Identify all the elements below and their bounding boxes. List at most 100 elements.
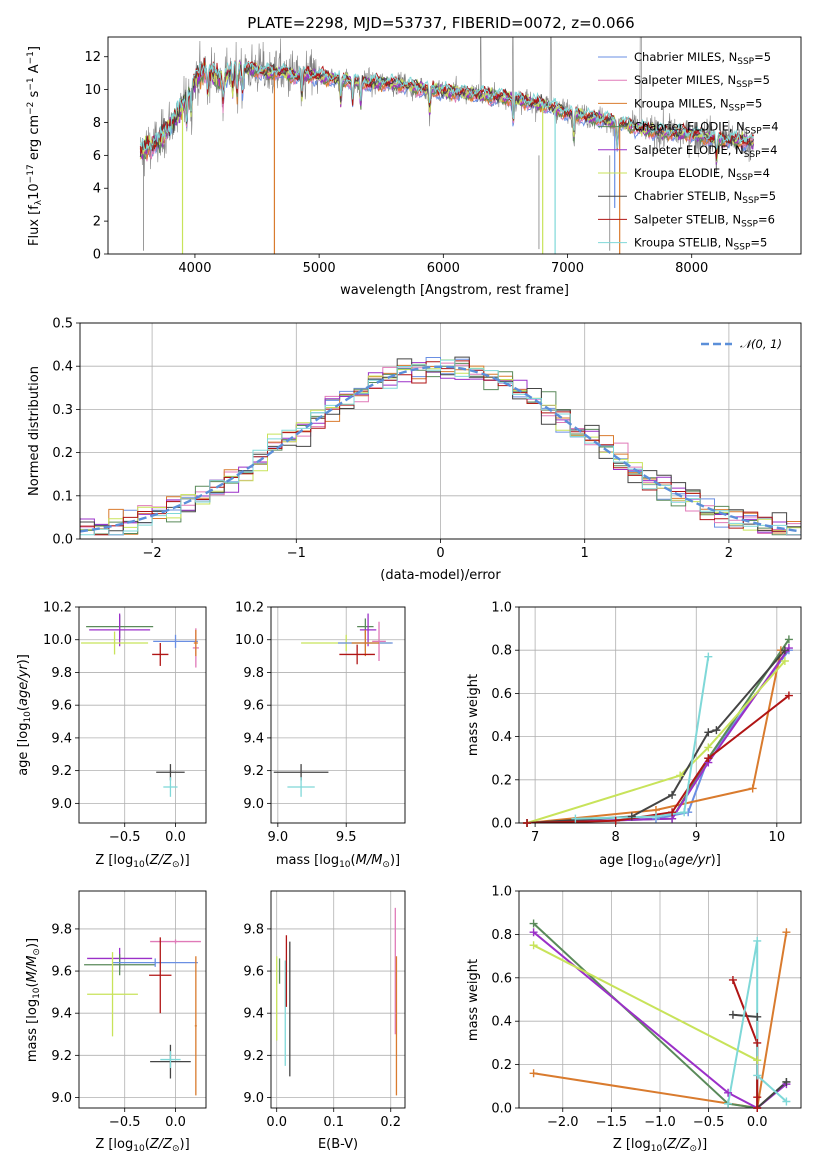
legend-label-kroupa_elodie: Kroupa ELODIE, NSSP=4	[634, 166, 770, 183]
x-tick-label: −0.5	[109, 830, 141, 845]
y-tick-label: 0.2	[491, 773, 512, 788]
y-tick-label: 2	[93, 215, 101, 230]
y-tick-label: 9.2	[243, 764, 264, 779]
y-tick-label: 9.2	[51, 764, 72, 779]
x-tick-label: 7000	[551, 261, 584, 276]
x-tick-label: 8000	[675, 261, 708, 276]
weight-marker-salpeter_stelib	[753, 1038, 762, 1047]
y-tick-label: 10.0	[43, 633, 72, 648]
x-tick-label: −0.5	[693, 1115, 725, 1130]
grid	[271, 891, 405, 1108]
legend-label-salpeter_miles: Salpeter MILES, NSSP=5	[634, 73, 770, 90]
x-axis-label: Z [log10(Z/Z⊙)]	[95, 1137, 189, 1154]
y-tick-label: 9.6	[51, 965, 72, 980]
y-tick-label: 10.2	[43, 601, 72, 616]
y-tick-label: 0.0	[52, 533, 73, 548]
weight-marker-chabrier_elodie	[784, 635, 793, 644]
axes-frame	[270, 890, 406, 1109]
weight-marker-chabrier_stelib	[728, 1010, 737, 1019]
x-axis-label: wavelength [Angstrom, rest frame]	[340, 283, 569, 298]
x-tick-label: 0.2	[380, 1115, 401, 1130]
grid	[80, 322, 801, 540]
y-axis-label: Normed distribution	[27, 366, 42, 496]
x-tick-label: 7	[531, 830, 539, 845]
weight-line-kroupa_stelib	[727, 940, 788, 1104]
x-tick-label: 5000	[303, 261, 336, 276]
weight-line-salpeter_elodie	[527, 647, 790, 823]
y-tick-label: 0.0	[491, 1102, 512, 1117]
axes-frame	[79, 322, 802, 540]
legend-label-chabrier_elodie: Chabrier ELODIE, NSSP=4	[634, 120, 779, 137]
x-tick-label: −0.5	[109, 1115, 141, 1130]
weight-marker-kroupa_stelib	[753, 1071, 762, 1080]
y-tick-label: 0.1	[52, 489, 73, 504]
legend-label-kroupa_stelib: Kroupa STELIB, NSSP=5	[634, 236, 767, 253]
y-tick-label: 9.6	[51, 699, 72, 714]
y-axis-label: age [log10(age/yr)]	[16, 654, 33, 776]
y-tick-label: 9.0	[243, 797, 264, 812]
axes-5: 7 8 9 10 0.0 0.2 0.4 0.6 0.8 1.0 age [log10(age/yr…	[466, 601, 802, 870]
x-tick-label: 0.0	[165, 1115, 186, 1130]
weight-marker-salpeter_elodie	[784, 644, 793, 653]
y-tick-label: 9.8	[243, 666, 264, 681]
axes-frame	[518, 606, 802, 824]
weight-marker-salpeter_stelib	[704, 754, 713, 763]
y-tick-label: 0.5	[52, 317, 73, 332]
weight-marker-kroupa_elodie	[676, 771, 685, 780]
y-tick-label: 10.0	[235, 633, 264, 648]
weight-marker-chabrier_stelib	[753, 1012, 762, 1021]
y-tick-label: 0	[93, 248, 101, 263]
weight-marker-chabrier_stelib	[780, 646, 789, 655]
x-tick-label: 9.5	[336, 830, 357, 845]
grid	[79, 891, 206, 1108]
y-axis-label: mass weight	[466, 674, 481, 756]
weight-marker-kroupa_miles	[782, 928, 791, 937]
weight-marker-chabrier_stelib	[668, 790, 677, 799]
x-tick-label: −1.0	[644, 1115, 676, 1130]
weight-line-chabrier_elodie	[527, 638, 790, 823]
grid	[519, 606, 801, 824]
figure-title: PLATE=2298, MJD=53737, FIBERID=0072, z=0…	[247, 14, 634, 32]
weight-marker-salpeter_stelib	[753, 1093, 762, 1102]
x-tick-label: −1	[287, 546, 306, 561]
x-axis-label: Z [log10(Z/Z⊙)]	[613, 1137, 707, 1154]
y-tick-label: 9.6	[243, 699, 264, 714]
plot-area	[532, 922, 788, 1108]
axes-frame	[518, 890, 802, 1109]
weight-marker-kroupa_elodie	[753, 1056, 762, 1065]
weight-marker-chabrier_stelib	[627, 812, 636, 821]
y-tick-label: 1.0	[491, 885, 512, 900]
y-tick-label: 9.4	[51, 731, 72, 746]
model-line-salpeter_miles	[139, 63, 755, 162]
y-tick-label: 12	[84, 50, 101, 65]
weight-marker-kroupa_stelib	[571, 814, 580, 823]
y-axis-label: Flux [fλ10−17 erg cm−2 s−1 A−1]	[26, 46, 44, 246]
x-tick-label: 8	[612, 830, 620, 845]
y-tick-label: 9.4	[243, 1007, 264, 1022]
axes-frame	[78, 890, 207, 1109]
legend-label-kroupa_miles: Kroupa MILES, NSSP=5	[634, 96, 762, 113]
y-tick-label: 9.6	[243, 965, 264, 980]
axes-frame	[78, 606, 207, 824]
y-tick-label: 8	[93, 116, 101, 131]
x-tick-label: 4000	[178, 261, 211, 276]
axes-7: 0.0 0.1 0.2 9.0 9.2 9.4 9.6 9.8 E(B-V)	[243, 890, 406, 1152]
x-tick-label: 1	[581, 546, 589, 561]
x-tick-label: 2	[725, 546, 733, 561]
grid	[79, 606, 206, 823]
x-tick-label: 0.1	[323, 1115, 344, 1130]
weight-marker-salpeter_stelib	[523, 819, 532, 827]
axes-frame	[270, 606, 406, 824]
x-tick-label: 0.0	[165, 830, 186, 845]
weight-marker-salpeter_elodie	[724, 1088, 733, 1097]
y-tick-label: 0.4	[491, 1015, 512, 1030]
y-axis-label: mass [log10(M/M⊙)]	[25, 938, 42, 1062]
weight-marker-kroupa_stelib	[704, 652, 713, 661]
weight-marker-salpeter_stelib	[753, 1104, 762, 1112]
y-tick-label: 9.8	[51, 922, 72, 937]
axes-1: 4000 5000 6000 7000 8000 0 2 4 6 8 10 12 wavelength …	[26, 36, 802, 298]
weight-marker-kroupa_stelib	[724, 1099, 733, 1108]
legend-label-chabrier_stelib: Chabrier STELIB, NSSP=5	[634, 189, 776, 206]
weight-marker-kroupa_elodie	[780, 657, 789, 665]
